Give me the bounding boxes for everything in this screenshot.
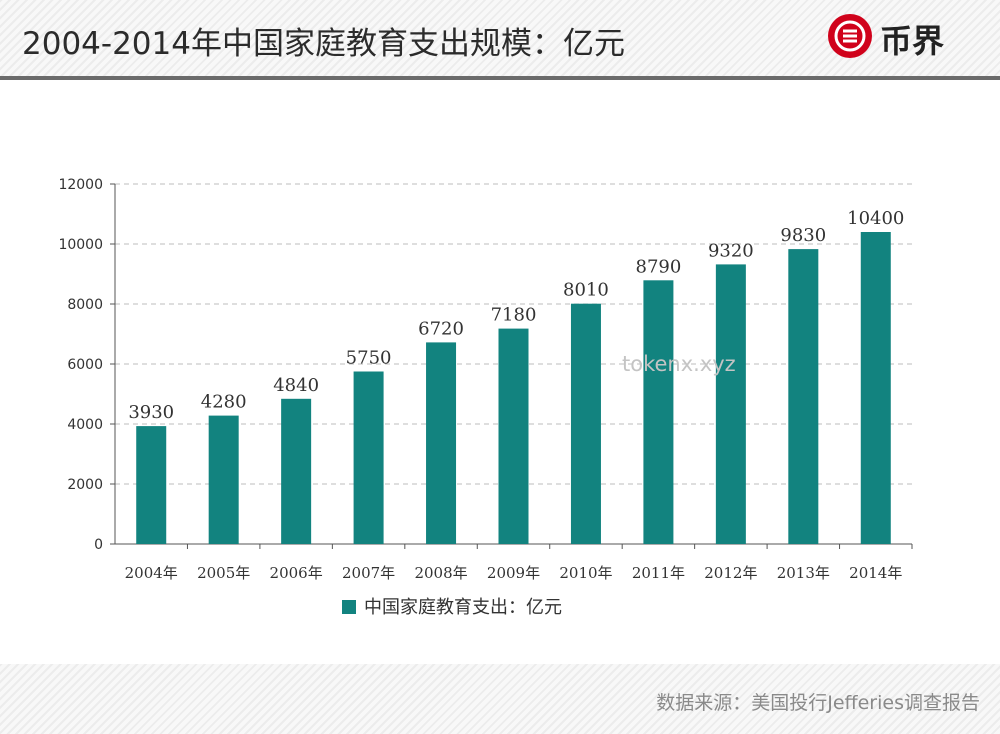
bar <box>426 342 457 544</box>
bar <box>136 426 167 544</box>
x-tick-label: 2006年 <box>270 564 323 582</box>
header-divider <box>0 76 1000 80</box>
data-labels: 3930 4280 4840 5750 6720 7180 8010 8790 9320 9830… <box>128 208 904 423</box>
watermark-text: tokenx.xyz <box>622 352 736 376</box>
bars <box>136 232 891 544</box>
x-tick-label: 2010年 <box>559 564 612 582</box>
legend-label: 中国家庭教育支出：亿元 <box>364 597 562 618</box>
bar <box>570 303 601 544</box>
bar-value-label: 4840 <box>273 375 319 396</box>
logo-text: 币界 <box>880 22 945 60</box>
bar <box>281 398 312 544</box>
bar <box>498 328 529 544</box>
x-tick-label: 2011年 <box>632 564 685 582</box>
bar-chart: 3930 4280 4840 5750 6720 7180 8010 8790 9320 9830… <box>58 177 913 618</box>
x-tick-label: 2013年 <box>777 564 830 582</box>
x-tick-label: 2007年 <box>342 564 395 582</box>
x-tick-label: 2005年 <box>197 564 250 582</box>
x-tick-label: 2014年 <box>849 564 902 582</box>
bar <box>788 249 819 544</box>
y-tick-label: 2000 <box>67 477 103 493</box>
footer-band <box>0 664 1000 734</box>
bar-value-label: 8010 <box>563 280 609 301</box>
y-tick-label: 10000 <box>58 237 103 253</box>
x-tick-label: 2012年 <box>704 564 757 582</box>
x-tick-label: 2008年 <box>414 564 467 582</box>
brand-logo: 币界 <box>828 14 978 62</box>
legend: 中国家庭教育支出：亿元 <box>342 597 562 618</box>
bar-value-label: 5750 <box>346 348 392 369</box>
bar-value-label: 6720 <box>418 318 464 339</box>
y-tick-label: 12000 <box>58 177 103 193</box>
logo-coin-icon <box>828 14 872 58</box>
bar-value-label: 7180 <box>491 305 537 326</box>
y-tick-label: 0 <box>94 537 103 553</box>
y-tick-label: 4000 <box>67 417 103 433</box>
bar-value-label: 9320 <box>708 240 754 261</box>
bar-value-label: 3930 <box>128 402 174 423</box>
bar <box>643 280 674 544</box>
bar <box>353 371 384 544</box>
page-title: 2004-2014年中国家庭教育支出规模：亿元 <box>22 26 625 62</box>
bar-value-label: 9830 <box>780 225 826 246</box>
bar <box>715 264 746 544</box>
bar <box>860 232 891 544</box>
bar-value-label: 4280 <box>201 392 247 413</box>
legend-swatch <box>342 600 356 614</box>
y-tick-label: 8000 <box>67 297 103 313</box>
source-note: 数据来源：美国投行Jefferies调查报告 <box>656 692 980 714</box>
bar-value-label: 8790 <box>636 256 682 277</box>
y-tick-label: 6000 <box>67 357 103 373</box>
x-tick-label: 2009年 <box>487 564 540 582</box>
tick-labels: 0 2000 4000 6000 8000 10000 12000 2004年 2005年 200… <box>58 177 902 582</box>
bar-value-label: 10400 <box>847 208 904 229</box>
bar <box>208 415 239 544</box>
x-tick-label: 2004年 <box>125 564 178 582</box>
